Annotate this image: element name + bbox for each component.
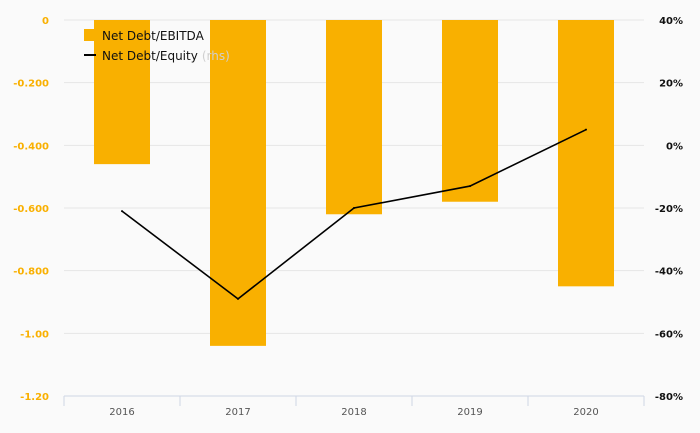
legend: Net Debt/EBITDA Net Debt/Equity (rhs) xyxy=(84,29,230,63)
line-point xyxy=(237,297,239,300)
bar xyxy=(210,20,266,346)
y-left-tick-label: -0.800 xyxy=(13,267,49,278)
legend-label-line-text: Net Debt/Equity xyxy=(102,49,198,63)
legend-label-bar: Net Debt/EBITDA xyxy=(102,29,205,43)
line-point xyxy=(121,210,123,213)
legend-swatch-bar xyxy=(84,29,96,41)
y-right-tick-label: -60% xyxy=(655,329,683,340)
y-right-tick-label: 0% xyxy=(666,141,683,152)
y-left-tick-label: -0.600 xyxy=(13,204,49,215)
bar xyxy=(442,20,498,202)
legend-label-line: Net Debt/Equity (rhs) xyxy=(102,49,230,63)
bar-series xyxy=(94,20,614,346)
y-right-tick-label: -80% xyxy=(655,392,683,403)
bar xyxy=(558,20,614,287)
line-point xyxy=(469,185,471,188)
y-right-tick-label: 40% xyxy=(659,16,683,27)
bar xyxy=(326,20,382,215)
y-left-tick-label: -1.00 xyxy=(20,329,49,340)
y-left-tick-label: -0.200 xyxy=(13,79,49,90)
y-left-tick-label: -1.20 xyxy=(20,392,49,403)
x-tick-label: 2016 xyxy=(109,407,134,418)
bar xyxy=(94,20,150,165)
y-left-tick-label: 0 xyxy=(42,16,49,27)
line-series xyxy=(121,128,587,300)
line-point xyxy=(585,128,587,131)
x-tick-label: 2020 xyxy=(573,407,598,418)
x-tick-label: 2018 xyxy=(341,407,366,418)
x-tick-label: 2017 xyxy=(225,407,250,418)
x-axis-labels: 2016 2017 2018 2019 2020 xyxy=(109,407,598,418)
legend-label-line-suffix: (rhs) xyxy=(202,49,230,63)
y-axis-left: 0 -0.200 -0.400 -0.600 -0.800 -1.00 -1.20 xyxy=(13,16,49,403)
y-left-tick-label: -0.400 xyxy=(13,141,49,152)
x-axis xyxy=(63,395,645,406)
y-right-tick-label: 20% xyxy=(659,79,683,90)
y-right-tick-label: -40% xyxy=(655,267,683,278)
line-point xyxy=(353,207,355,209)
y-axis-right: 40% 20% 0% -20% -40% -60% -80% xyxy=(655,16,683,403)
y-right-tick-label: -20% xyxy=(655,204,683,215)
x-tick-label: 2019 xyxy=(457,407,482,418)
